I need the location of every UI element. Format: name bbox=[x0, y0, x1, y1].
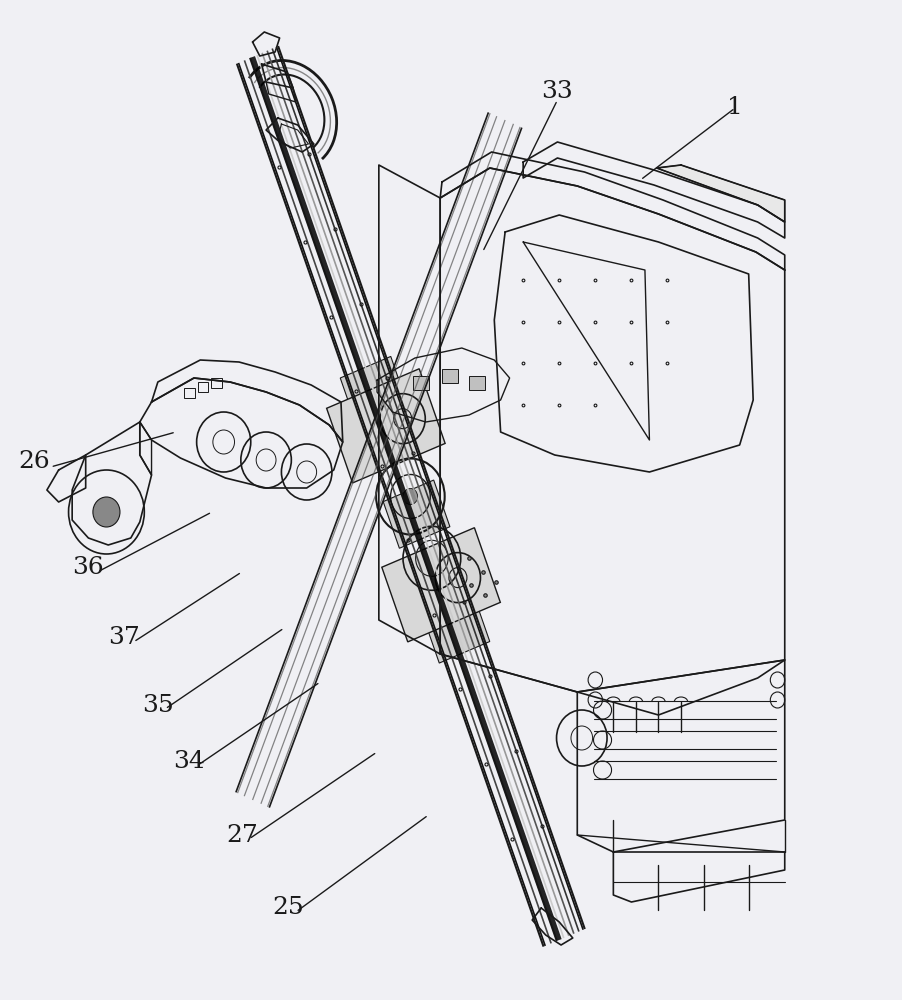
Circle shape bbox=[93, 497, 120, 527]
Bar bbox=[211, 378, 222, 388]
Circle shape bbox=[403, 489, 418, 505]
Text: 35: 35 bbox=[142, 694, 174, 716]
Bar bbox=[442, 369, 458, 383]
Text: 25: 25 bbox=[272, 896, 305, 920]
Text: 27: 27 bbox=[226, 824, 258, 846]
Polygon shape bbox=[657, 165, 785, 222]
Polygon shape bbox=[382, 528, 501, 642]
Text: 36: 36 bbox=[72, 556, 105, 580]
Polygon shape bbox=[327, 369, 445, 483]
Polygon shape bbox=[383, 480, 450, 548]
Polygon shape bbox=[423, 595, 490, 663]
Text: 26: 26 bbox=[18, 450, 51, 474]
Polygon shape bbox=[340, 356, 407, 425]
Text: 1: 1 bbox=[727, 97, 743, 119]
Text: 37: 37 bbox=[108, 626, 141, 650]
Bar bbox=[469, 376, 485, 390]
Text: 33: 33 bbox=[541, 81, 574, 104]
Bar bbox=[198, 382, 208, 392]
Text: 34: 34 bbox=[173, 750, 206, 774]
Bar bbox=[184, 388, 195, 398]
Bar bbox=[413, 376, 429, 390]
